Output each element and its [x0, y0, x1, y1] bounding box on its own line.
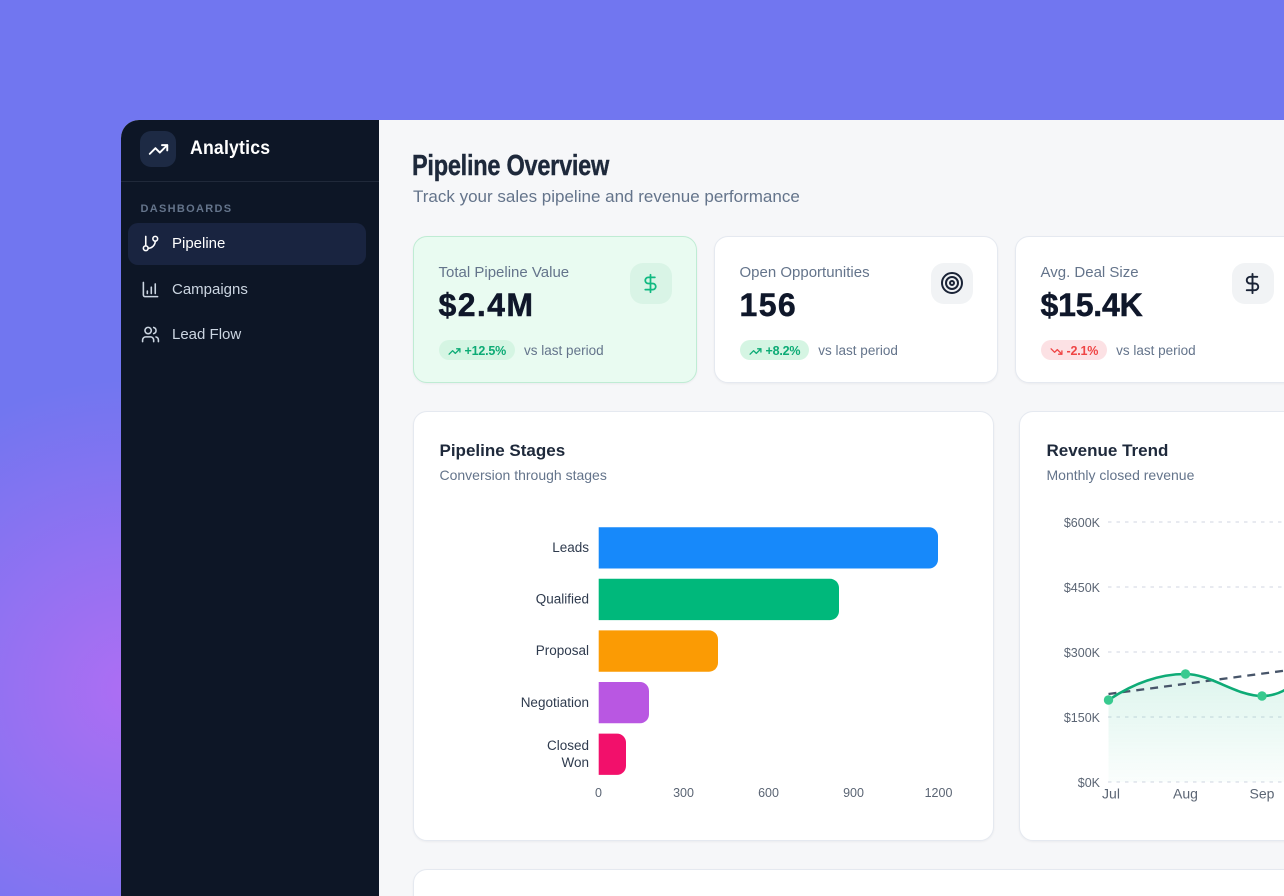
svg-text:Qualified: Qualified — [536, 591, 589, 606]
svg-text:900: 900 — [843, 786, 864, 800]
svg-text:$0K: $0K — [1078, 776, 1101, 790]
svg-text:Leads: Leads — [552, 540, 589, 555]
svg-text:0: 0 — [595, 786, 602, 800]
svg-text:Aug: Aug — [1173, 785, 1198, 801]
svg-text:$300K: $300K — [1064, 646, 1101, 660]
svg-text:300: 300 — [673, 786, 694, 800]
svg-text:$450K: $450K — [1064, 581, 1101, 595]
svg-text:Closed: Closed — [547, 738, 589, 753]
svg-text:$600K: $600K — [1064, 516, 1101, 530]
svg-text:Negotiation: Negotiation — [521, 695, 589, 710]
svg-text:Won: Won — [561, 755, 589, 770]
svg-text:Jul: Jul — [1102, 785, 1120, 801]
svg-text:Sep: Sep — [1250, 785, 1275, 801]
svg-text:1200: 1200 — [925, 786, 953, 800]
svg-text:Proposal: Proposal — [536, 643, 589, 658]
svg-text:$150K: $150K — [1064, 711, 1101, 725]
svg-text:600: 600 — [758, 786, 779, 800]
